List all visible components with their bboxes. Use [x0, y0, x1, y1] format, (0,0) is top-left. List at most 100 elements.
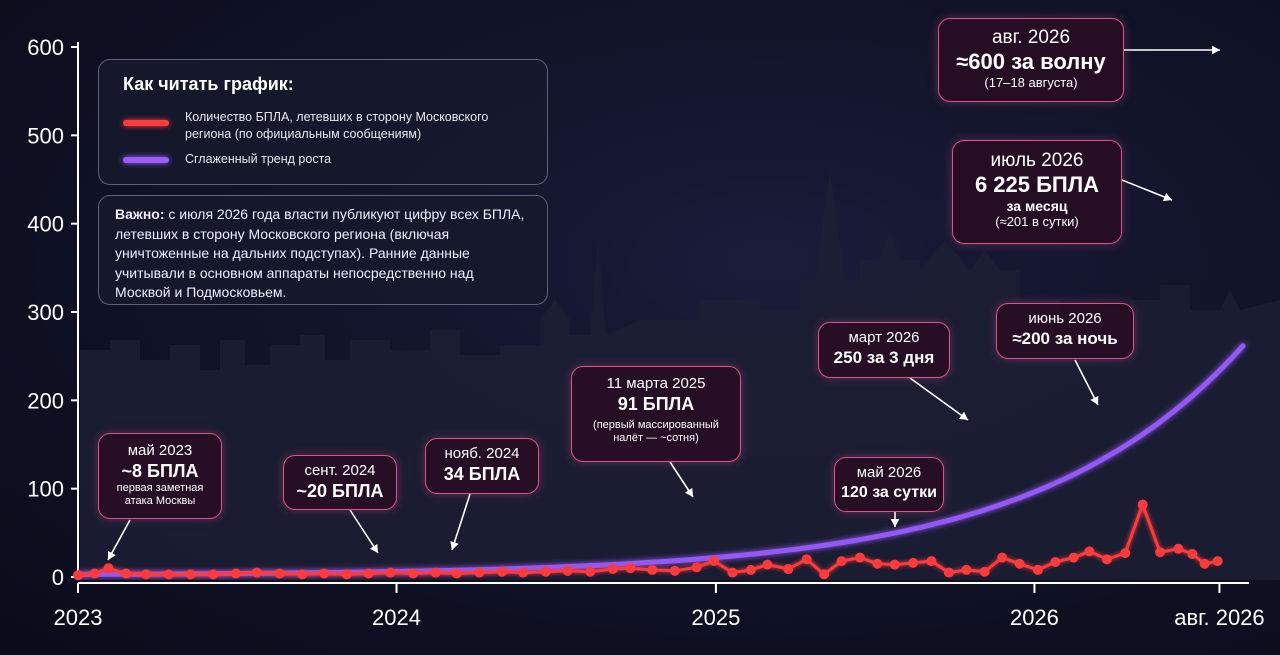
annotation-may-2023: май 2023 ~8 БПЛА первая заметная атака М…	[98, 433, 222, 519]
connector-arrowhead	[684, 487, 693, 497]
series-count-point	[1032, 564, 1043, 575]
series-count-point	[1199, 558, 1210, 569]
series-count-point	[1173, 543, 1184, 554]
series-count-point	[1101, 554, 1112, 565]
annotation-date: март 2026	[848, 329, 920, 346]
series-count-point	[89, 568, 100, 579]
legend-title: Как читать график:	[123, 74, 294, 94]
series-count-point	[562, 565, 573, 576]
series-count-point	[647, 564, 658, 575]
series-count-point	[836, 556, 847, 567]
series-count-point	[979, 566, 990, 577]
series-count-point	[1212, 556, 1223, 567]
connector-arrowhead	[890, 519, 900, 527]
x-tick-label: 2025	[691, 605, 740, 630]
annotation-connectors	[107, 45, 1220, 561]
annotation-date: сент. 2024	[304, 462, 376, 479]
annotation-date: нояб. 2024	[444, 445, 520, 462]
series-count-point	[497, 566, 508, 577]
series-count-point	[625, 563, 636, 574]
series-count-point	[1137, 499, 1148, 510]
connector-arrowhead	[450, 541, 459, 550]
series-count-point	[540, 566, 551, 577]
annotation-jul-2026: июль 2026 6 225 БПЛА за месяц (≈201 в су…	[952, 140, 1122, 244]
annotation-date: июнь 2026	[1028, 310, 1102, 327]
series-count-point	[1050, 556, 1061, 567]
annotation-note: (17–18 августа)	[984, 75, 1078, 90]
series-count-point	[474, 567, 485, 578]
y-tick-label: 300	[27, 300, 64, 325]
annotation-sep-2024: сент. 2024 ~20 БПЛА	[283, 455, 397, 510]
connector-arrow	[349, 509, 379, 554]
annotation-value: 250 за 3 дня	[833, 348, 935, 367]
legend-label-trend: Сглаженный тренд роста	[185, 152, 332, 166]
series-count-point	[103, 563, 114, 574]
series-count-point	[997, 552, 1008, 563]
note-bold-label: Важно:	[115, 206, 165, 222]
series-count-point	[1014, 558, 1025, 569]
x-tick-label: 2024	[372, 605, 421, 630]
series-count-point	[1187, 549, 1198, 560]
series-count-point	[341, 569, 352, 580]
annotation-mar-2026: март 2026 250 за 3 дня	[818, 322, 950, 378]
series-count-point	[727, 567, 738, 578]
annotation-value: ≈200 за ночь	[1012, 329, 1118, 348]
annotation-note: (≈201 в сутки)	[995, 214, 1079, 229]
series-count-point	[141, 569, 152, 580]
annotation-note: первая заметная атака Москвы	[116, 482, 204, 507]
annotation-date: май 2026	[856, 464, 922, 481]
connector-arrow	[1121, 179, 1173, 201]
annotation-aug-2026: авг. 2026 ≈600 за волну (17–18 августа)	[938, 18, 1124, 102]
series-count-point	[1120, 548, 1131, 559]
series-count-point	[783, 564, 794, 575]
series-count-point	[251, 567, 262, 578]
x-tick-label: авг. 2026	[1174, 605, 1264, 630]
series-count-point	[889, 559, 900, 570]
y-axis: 0 100 200 300 400 500 600	[27, 35, 79, 590]
annotation-jun-2026: июнь 2026 ≈200 за ночь	[996, 303, 1134, 359]
connector-arrowhead	[958, 411, 968, 420]
series-count-point	[208, 569, 219, 580]
legend-swatch-count	[123, 120, 169, 126]
legend-swatch-trend	[123, 157, 169, 163]
y-tick-label: 500	[27, 123, 64, 148]
annotation-date: 11 марта 2025	[606, 375, 706, 392]
series-count-point	[1155, 547, 1166, 558]
series-count-point	[908, 557, 919, 568]
connector-arrowhead	[1090, 395, 1099, 405]
series-count-point	[872, 558, 883, 569]
series-count-point	[943, 567, 954, 578]
series-count-point	[745, 564, 756, 575]
series-count-point	[230, 568, 241, 579]
series-count-point	[185, 569, 196, 580]
series-count-point	[319, 568, 330, 579]
series-count-point	[1084, 546, 1095, 557]
y-tick-label: 200	[27, 388, 64, 413]
annotation-value: ~8 БПЛА	[121, 461, 199, 481]
series-count-point	[518, 567, 529, 578]
series-count-point	[819, 569, 830, 580]
annotation-value: ≈600 за волну	[956, 49, 1106, 74]
annotation-date: июль 2026	[990, 150, 1084, 171]
connector-arrowhead	[1212, 45, 1220, 55]
annotation-note-month: за месяц	[1006, 198, 1068, 214]
x-axis: 2023 2024 2025 2026 авг. 2026	[54, 582, 1265, 630]
annotation-date: авг. 2026	[991, 27, 1071, 48]
connector-arrowhead	[369, 543, 378, 553]
series-count-point	[430, 567, 441, 578]
series-count-point	[854, 552, 865, 563]
annotation-may-2026: май 2026 120 за сутки	[834, 457, 944, 512]
annotation-mar-2025: 11 марта 2025 91 БПЛА (первый массирован…	[571, 366, 741, 462]
connector-arrowhead	[108, 550, 116, 560]
connector-arrow	[451, 493, 471, 551]
series-count-point	[73, 570, 83, 581]
series-count	[73, 499, 1223, 581]
annotation-value: 34 БПЛА	[443, 464, 521, 484]
series-count-point	[801, 554, 812, 565]
series-count-point	[297, 569, 308, 580]
y-tick-label: 100	[27, 477, 64, 502]
important-note: Важно: с июля 2026 года власти публикуют…	[98, 195, 548, 305]
annotation-nov-2024: нояб. 2024 34 БПЛА	[425, 438, 539, 494]
legend: Как читать график: Количество БПЛА, лете…	[98, 59, 548, 185]
connector-arrow	[1074, 359, 1099, 406]
